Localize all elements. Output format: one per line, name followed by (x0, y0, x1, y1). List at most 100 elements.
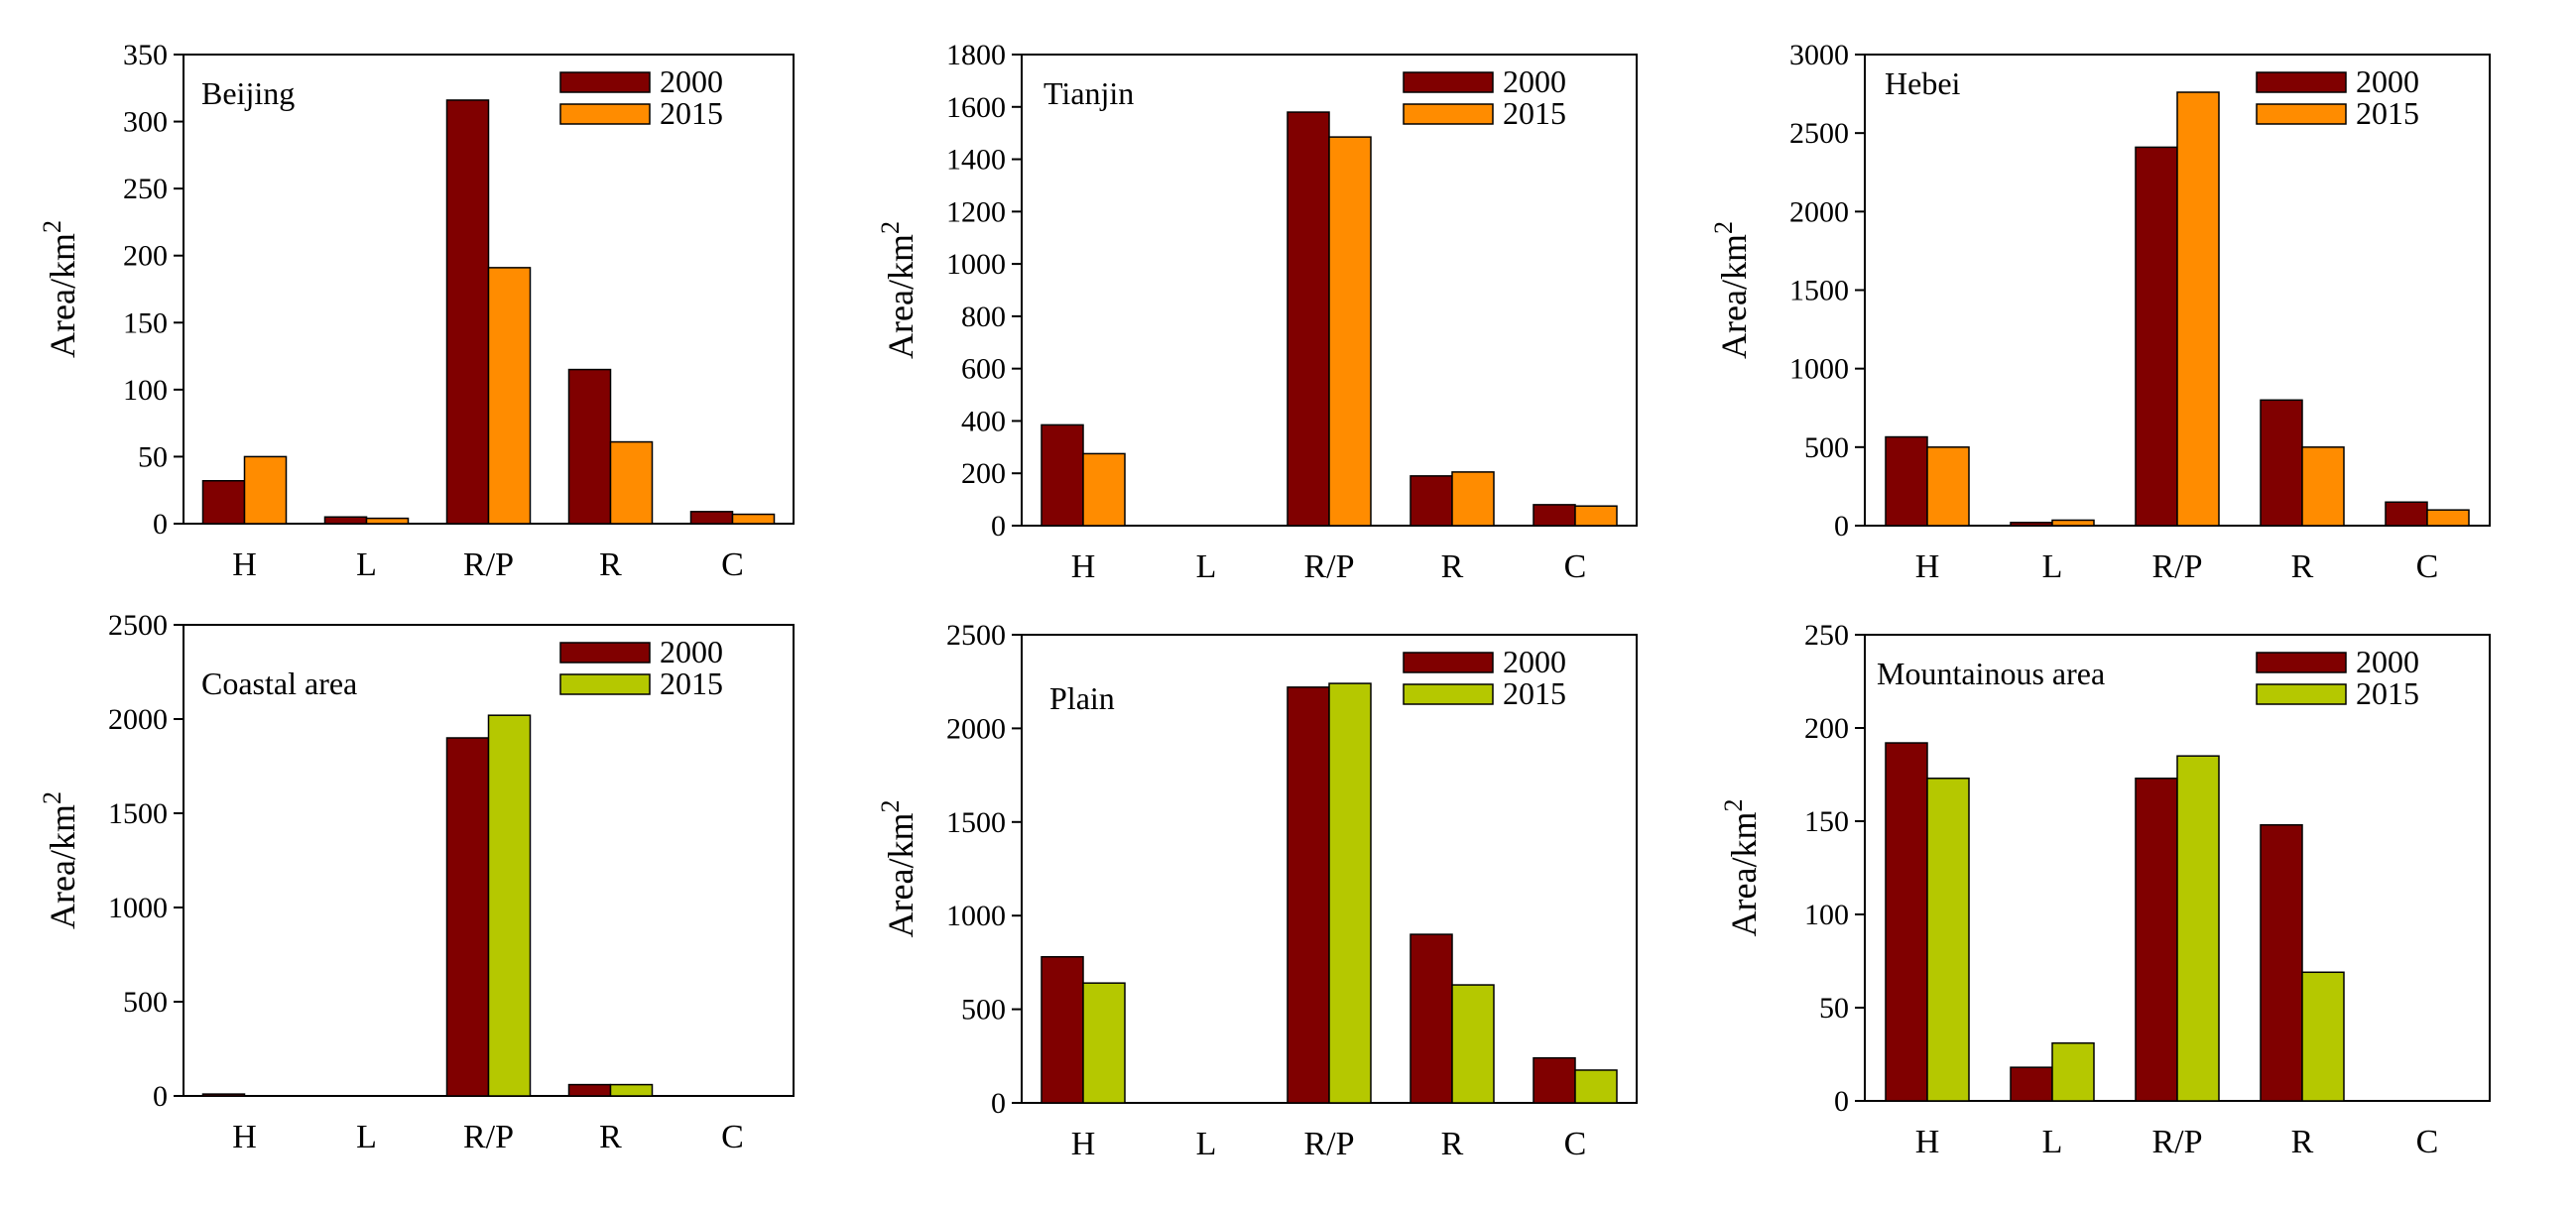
legend-swatch-2015 (559, 673, 651, 695)
x-tick-label: C (1564, 1126, 1587, 1162)
bar-l-2015 (365, 517, 410, 525)
chart-beijing: 0 50 100 150 200 250 300 350 Area/km2 H L R/P R C Beij… (38, 39, 795, 583)
bar-l-2000 (323, 516, 368, 525)
bar-r-p-2000 (2135, 146, 2178, 527)
y-tick-label: 3000 (1789, 39, 1849, 71)
y-tick-label: 1000 (946, 900, 1006, 932)
chart-title: Plain (1049, 680, 1115, 716)
bar-c-2000 (2385, 501, 2428, 527)
chart-title: Tianjin (1043, 75, 1134, 111)
y-tick-label: 300 (123, 106, 168, 139)
bar-r-2000 (567, 1083, 612, 1097)
chart-title: Beijing (201, 75, 295, 111)
chart-tianjin: 0 200 400 600 800 1000 1200 1400 1600 1800 Area/km… (876, 39, 1638, 585)
legend-swatch-2000 (559, 642, 651, 664)
bar-r-p-2000 (1287, 111, 1330, 527)
bar-r-p-2015 (487, 714, 532, 1097)
x-tick-label: C (721, 546, 744, 583)
chart-title: Hebei (1885, 65, 1961, 101)
y-tick-label: 0 (153, 1080, 168, 1113)
x-tick-label: R (599, 546, 622, 583)
bar-r-2000 (2260, 399, 2303, 527)
x-tick-label: R (2291, 548, 2314, 585)
x-tick-label: L (1196, 1126, 1217, 1162)
bar-l-2000 (2010, 1066, 2053, 1102)
bar-h-2000 (1041, 955, 1084, 1104)
y-axis-label: Area/km2 (1719, 799, 1764, 937)
bar-r-p-2015 (2176, 91, 2220, 527)
y-tick-label: 150 (123, 306, 168, 339)
y-tick-label: 50 (138, 440, 168, 473)
legend-swatch-2015 (2256, 103, 2347, 125)
y-tick-label: 2500 (946, 619, 1006, 652)
chart-title: Coastal area (201, 665, 357, 701)
y-tick-label: 200 (123, 240, 168, 273)
bar-r-p-2000 (1287, 686, 1330, 1104)
bar-r-2015 (609, 1083, 654, 1097)
y-tick-label: 500 (961, 994, 1006, 1027)
bar-r-2015 (1451, 984, 1495, 1104)
y-tick-label: 200 (961, 457, 1006, 490)
y-tick-label: 2000 (946, 712, 1006, 745)
y-tick-label: 1500 (946, 806, 1006, 839)
bar-h-2000 (1885, 742, 1928, 1102)
legend-label-2000: 2000 (660, 634, 723, 669)
bar-h-2015 (1926, 446, 1970, 527)
y-tick-label: 1200 (946, 195, 1006, 228)
y-tick-label: 1000 (946, 248, 1006, 281)
y-tick-label: 500 (1804, 431, 1849, 464)
bar-h-2000 (201, 1093, 246, 1097)
bar-r-2015 (2301, 446, 2345, 527)
y-tick-label: 0 (991, 510, 1006, 543)
x-tick-label: H (1915, 548, 1940, 585)
x-tick-label: R (599, 1119, 622, 1155)
bar-h-2000 (1041, 423, 1084, 527)
x-tick-label: L (1196, 548, 1217, 585)
legend-label-2015: 2015 (1503, 675, 1566, 711)
bar-l-2000 (2010, 522, 2053, 527)
y-tick-label: 1400 (946, 144, 1006, 177)
y-tick-label: 1500 (108, 797, 168, 830)
x-tick-label: H (232, 1119, 257, 1155)
legend-label-2015: 2015 (660, 665, 723, 701)
y-tick-label: 200 (1804, 712, 1849, 745)
bar-l-2015 (2051, 1041, 2095, 1102)
y-tick-label: 1000 (1789, 353, 1849, 386)
y-tick-label: 0 (1834, 510, 1849, 543)
y-tick-label: 1500 (1789, 275, 1849, 307)
x-tick-label: L (356, 546, 377, 583)
legend-label-2015: 2015 (1503, 95, 1566, 131)
x-tick-label: R/P (463, 1119, 514, 1155)
bar-r-2015 (2301, 971, 2345, 1102)
x-tick-label: H (1915, 1124, 1940, 1160)
bar-c-2015 (1574, 505, 1618, 527)
legend-swatch-2000 (2256, 71, 2347, 93)
y-tick-label: 50 (1819, 992, 1849, 1025)
y-axis-label: Area/km2 (38, 220, 82, 358)
bar-c-2015 (2426, 509, 2470, 527)
legend-label-2000: 2000 (2356, 644, 2419, 679)
bar-l-2015 (2051, 519, 2095, 527)
y-tick-label: 250 (1804, 619, 1849, 652)
y-tick-label: 100 (123, 374, 168, 407)
bar-r-p-2015 (1328, 136, 1372, 527)
legend-swatch-2000 (1403, 71, 1494, 93)
chart-mountainous-area: 0 50 100 150 200 250 Area/km2 H L R/P R C Mountainou… (1719, 619, 2491, 1160)
legend-swatch-2015 (559, 103, 651, 125)
legend-label-2000: 2000 (1503, 63, 1566, 99)
bar-r-2000 (567, 368, 612, 525)
x-tick-label: H (1071, 548, 1096, 585)
y-tick-label: 600 (961, 353, 1006, 386)
legend-label-2000: 2000 (660, 63, 723, 99)
y-tick-label: 2500 (1789, 117, 1849, 150)
y-tick-label: 1600 (946, 91, 1006, 124)
bar-r-p-2000 (445, 99, 490, 525)
bar-r-p-2000 (2135, 778, 2178, 1102)
x-tick-label: C (2416, 1124, 2439, 1160)
x-tick-label: R (2291, 1124, 2314, 1160)
bar-c-2000 (1533, 504, 1576, 527)
x-tick-label: L (356, 1119, 377, 1155)
x-tick-label: C (721, 1119, 744, 1155)
bar-c-2015 (1574, 1069, 1618, 1104)
